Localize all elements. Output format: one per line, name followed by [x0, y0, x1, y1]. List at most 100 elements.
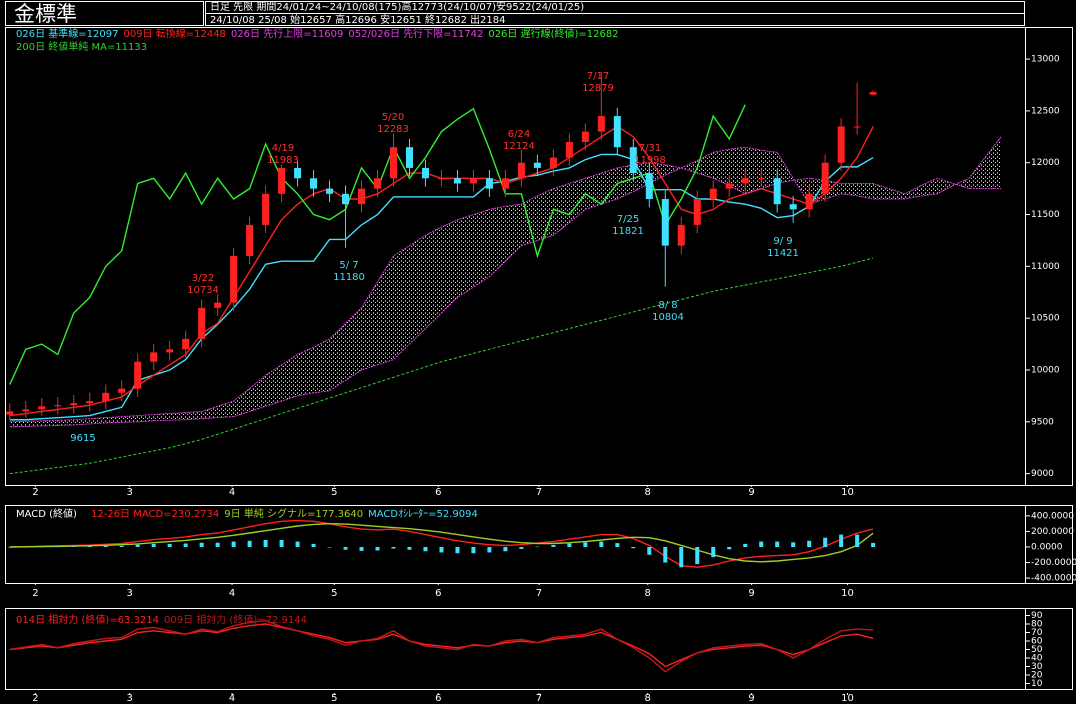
legend-entry: 009日 転換線=12448: [123, 27, 225, 40]
panel-title: MACD (終値): [16, 507, 77, 520]
oscillator-bar: [71, 546, 76, 547]
x-tick-label: 6: [435, 588, 441, 599]
annotation-date: 7/31: [639, 143, 661, 154]
x-tick-label: 6: [435, 693, 441, 704]
oscillator-bar: [647, 547, 652, 555]
legend-entry: MACDｵｼﾚｰﾀｰ=52.9094: [368, 508, 478, 520]
oscillator-bar: [615, 543, 620, 547]
candle-body: [709, 188, 717, 199]
x-tick-label: 8: [645, 487, 651, 498]
annotation-date: 3/22: [192, 273, 214, 284]
candle-body: [70, 403, 78, 406]
candle-body: [613, 116, 621, 148]
oscillator-bar: [7, 547, 12, 548]
oscillator-bar: [839, 534, 844, 547]
oscillator-bar: [135, 544, 140, 547]
oscillator-bar: [631, 547, 636, 549]
y-tick-label: 40: [1031, 654, 1043, 664]
candle-body: [629, 147, 637, 174]
series-line: [9, 519, 874, 568]
candle-body: [230, 256, 238, 303]
x-tick-label: 9: [748, 588, 754, 599]
annotation-price: 11998: [634, 155, 666, 166]
rsi-panel: [5, 608, 1073, 690]
oscillator-bar: [439, 547, 444, 553]
candle-body: [198, 307, 206, 339]
candle-body: [821, 162, 829, 194]
candle-body: [581, 131, 589, 142]
annotation-date: 6/24: [508, 129, 530, 140]
x-tick-label: 6: [435, 487, 441, 498]
oscillator-bar: [23, 546, 28, 548]
x-tick-label: 5: [331, 487, 337, 498]
x-tick-label: 3: [127, 487, 133, 498]
y-tick-label: -200.0000: [1031, 558, 1076, 568]
y-tick-label: 12000: [1031, 158, 1060, 168]
candle-body: [278, 167, 286, 194]
x-tick-label: 7: [536, 693, 542, 704]
candle-body: [837, 126, 845, 163]
series-line: [9, 522, 874, 563]
candle-body: [166, 349, 174, 353]
title-box: [5, 1, 204, 26]
x-tick-label: 7: [536, 487, 542, 498]
oscillator-bar: [599, 541, 604, 547]
plot-area: [6, 71, 1002, 475]
x-tick-label: 8: [645, 693, 651, 704]
annotation-price: 11180: [333, 272, 365, 283]
x-tick-label: 4: [229, 693, 235, 704]
candle-body: [549, 157, 557, 168]
candle-body: [358, 188, 366, 205]
y-tick-label: 70: [1031, 628, 1043, 638]
candle-body: [677, 224, 685, 246]
oscillator-bar: [295, 541, 300, 547]
candle-body: [485, 178, 493, 189]
oscillator-bar: [39, 546, 44, 548]
legend-entry: 014日 相対力 (終値)=63.3214: [16, 613, 159, 626]
candle-body: [326, 188, 334, 194]
annotation-price: 9615: [70, 433, 95, 444]
oscillator-bar: [807, 540, 812, 547]
candle-body: [150, 352, 158, 362]
oscillator-bar: [535, 546, 540, 548]
candle-body: [246, 224, 254, 256]
candle-body: [22, 409, 30, 412]
candle-body: [597, 116, 605, 132]
candle-body: [853, 126, 861, 128]
legend-entry: 026日 遅行線(終値)=12682: [488, 27, 618, 40]
oscillator-bar: [375, 547, 380, 551]
y-tick-label: 50: [1031, 645, 1043, 655]
candle-body: [182, 338, 190, 350]
oscillator-bar: [487, 547, 492, 553]
y-tick-label: 80: [1031, 620, 1043, 630]
annotation-price: 10804: [652, 312, 684, 323]
candle-body: [102, 392, 110, 402]
oscillator-bar: [823, 537, 828, 547]
oscillator-bar: [727, 547, 732, 550]
oscillator-bar: [423, 547, 428, 552]
candle-body: [725, 183, 733, 189]
candle-body: [294, 167, 302, 179]
candle-body: [805, 193, 813, 210]
annotation-date: 4/19: [272, 143, 294, 154]
x-tick-label: 5: [331, 588, 337, 599]
oscillator-bar: [199, 542, 204, 547]
oscillator-bar: [167, 543, 172, 547]
x-tick-label: 2: [32, 693, 38, 704]
oscillator-bar: [871, 542, 876, 547]
candle-body: [469, 178, 477, 184]
candle-body: [693, 199, 701, 225]
candle-body: [741, 178, 749, 184]
oscillator-bar: [231, 541, 236, 547]
y-tick-label: 11500: [1031, 210, 1060, 220]
candle-body: [342, 193, 350, 205]
candle-body: [565, 142, 573, 158]
candle-body: [437, 178, 445, 180]
oscillator-bar: [183, 543, 188, 547]
y-tick-label: 11000: [1031, 262, 1060, 272]
candle-body: [214, 302, 222, 308]
x-tick-label: 9: [748, 487, 754, 498]
oscillator-bar: [327, 547, 332, 548]
